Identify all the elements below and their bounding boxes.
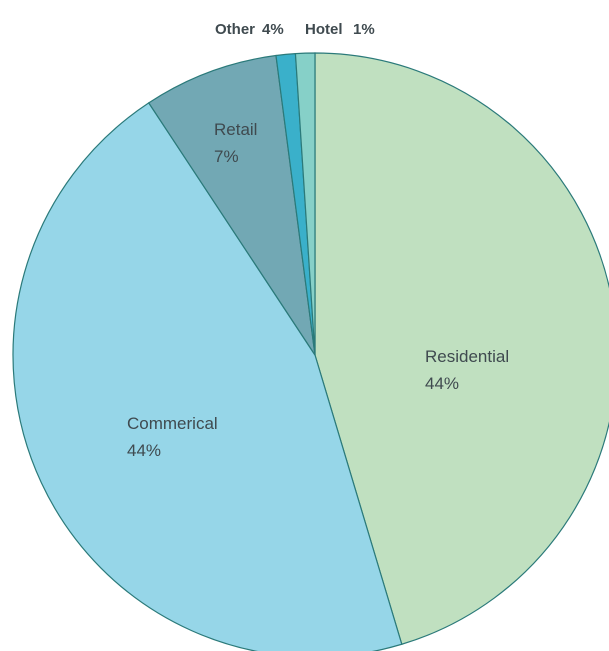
pie-slices [12, 52, 609, 651]
slice-pct-residential: 44% [425, 374, 459, 393]
pie-slice-residential [314, 52, 609, 646]
slice-label-residential: Residential [425, 347, 509, 366]
slice-label-retail: Retail [214, 120, 257, 139]
slice-pct-other: 4% [262, 21, 284, 38]
pie-slice-commerical [12, 102, 403, 651]
pie-slice-hotel [294, 52, 316, 356]
slice-pct-hotel: 1% [353, 21, 375, 38]
slice-label-other: Other [215, 21, 255, 38]
slice-pct-commercial: 44% [127, 441, 161, 460]
pie-slice-retail [147, 54, 316, 356]
slice-label-hotel: Hotel [305, 21, 343, 38]
slice-pct-retail: 7% [214, 147, 239, 166]
slice-label-commercial: Commerical [127, 414, 218, 433]
